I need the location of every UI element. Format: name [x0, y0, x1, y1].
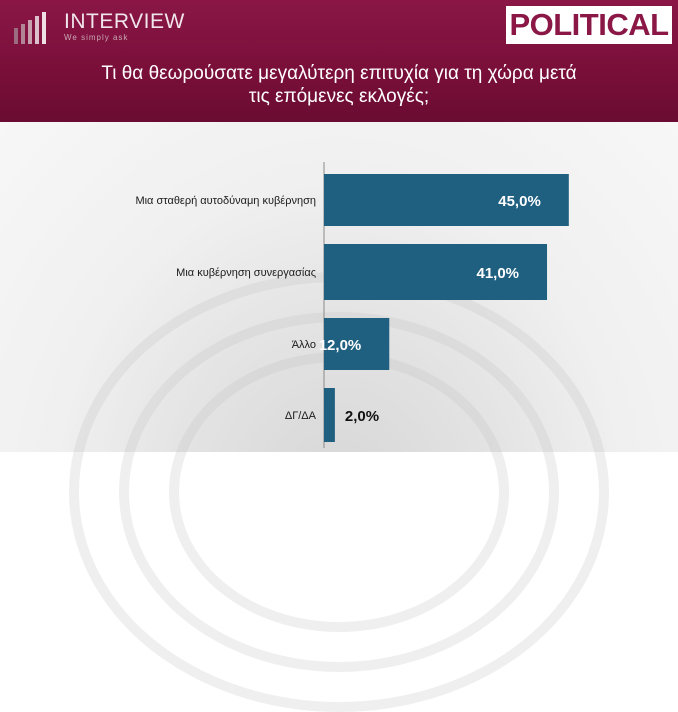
category-label: ΔΓ/ΔΑ [285, 410, 317, 422]
value-label: 41,0% [476, 265, 519, 282]
bar [324, 174, 569, 226]
category-label: Άλλο [292, 339, 316, 351]
question-line-2: τις επόμενες εκλογές; [248, 86, 430, 107]
bar [324, 244, 548, 300]
bar [324, 388, 335, 442]
category-label: Μια σταθερή αυτοδύναμη κυβέρνηση [135, 195, 316, 207]
value-label: 45,0% [498, 193, 541, 210]
question-line-1: Τι θα θεωρούσατε μεγαλύτερη επιτυχία για… [101, 63, 577, 84]
logo-bars-icon [14, 12, 46, 44]
value-label: 2,0% [345, 408, 379, 425]
bar-chart: Μια σταθερή αυτοδύναμη κυβέρνηση 45,0% Μια… [135, 162, 569, 448]
category-label: Μια κυβέρνηση συνεργασίας [176, 267, 316, 279]
brand-logo: POLITICAL [506, 6, 672, 44]
header-banner: INTERVIEW We simply ask POLITICAL Τι θα … [0, 0, 678, 122]
logo-tagline: We simply ask [64, 33, 129, 42]
chart-area: Μια σταθερή αυτοδύναμη κυβέρνηση 45,0% Μια… [0, 122, 678, 712]
question-title: Τι θα θεωρούσατε μεγαλύτερη επιτυχία για… [40, 62, 638, 108]
bar [324, 318, 390, 370]
logo-name: INTERVIEW [64, 10, 185, 33]
value-label: 12,0% [319, 337, 362, 354]
